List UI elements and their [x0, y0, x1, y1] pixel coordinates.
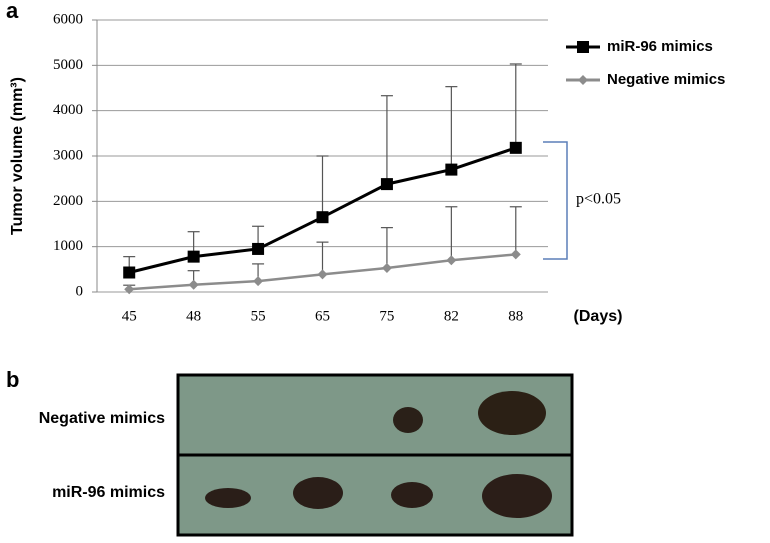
legend-label: Negative mimics [607, 71, 725, 88]
marker [188, 279, 199, 290]
row-label: Negative mimics [39, 410, 165, 427]
marker [316, 211, 329, 224]
x-axis-label: (Days) [574, 308, 623, 325]
panel-label: b [6, 367, 19, 392]
y-tick-label: 4000 [53, 102, 83, 118]
marker [509, 141, 522, 154]
row-label: miR-96 mimics [52, 484, 165, 501]
y-tick-label: 2000 [53, 193, 83, 209]
plot: 0 1000 2000 3000 4000 5000 6000 45 48 55 65 75 82 88 m… [53, 11, 725, 324]
panel-label: a [6, 0, 19, 23]
legend-marker [578, 75, 588, 85]
x-tick-label: 55 [251, 308, 266, 324]
marker [252, 242, 265, 255]
x-tick-label: 88 [508, 308, 523, 324]
legend-marker [577, 41, 589, 53]
y-tick-label: 6000 [53, 11, 83, 27]
marker [123, 266, 136, 279]
marker [446, 255, 457, 266]
y-tick-label: 1000 [53, 238, 83, 254]
x-tick-label: 82 [444, 308, 459, 324]
marker [253, 276, 264, 287]
marker [380, 178, 393, 191]
y-axis-label: Tumor volume (mm³) [9, 77, 26, 235]
x-tick-label: 48 [186, 308, 201, 324]
annotation: p<0.05 [576, 191, 621, 208]
marker [124, 284, 135, 295]
bracket [543, 141, 568, 260]
x-tick-label: 75 [379, 308, 394, 324]
marker [445, 163, 458, 176]
marker [317, 269, 328, 280]
x-tick-label: 65 [315, 308, 330, 324]
y-tick-label: 3000 [53, 147, 83, 163]
x-tick-label: 45 [122, 308, 137, 324]
legend-label: miR-96 mimics [607, 38, 713, 55]
marker [187, 250, 200, 263]
y-tick-label: 0 [76, 283, 84, 299]
y-tick-label: 5000 [53, 57, 83, 73]
photo [176, 373, 574, 537]
marker [381, 262, 392, 273]
marker [510, 249, 521, 260]
